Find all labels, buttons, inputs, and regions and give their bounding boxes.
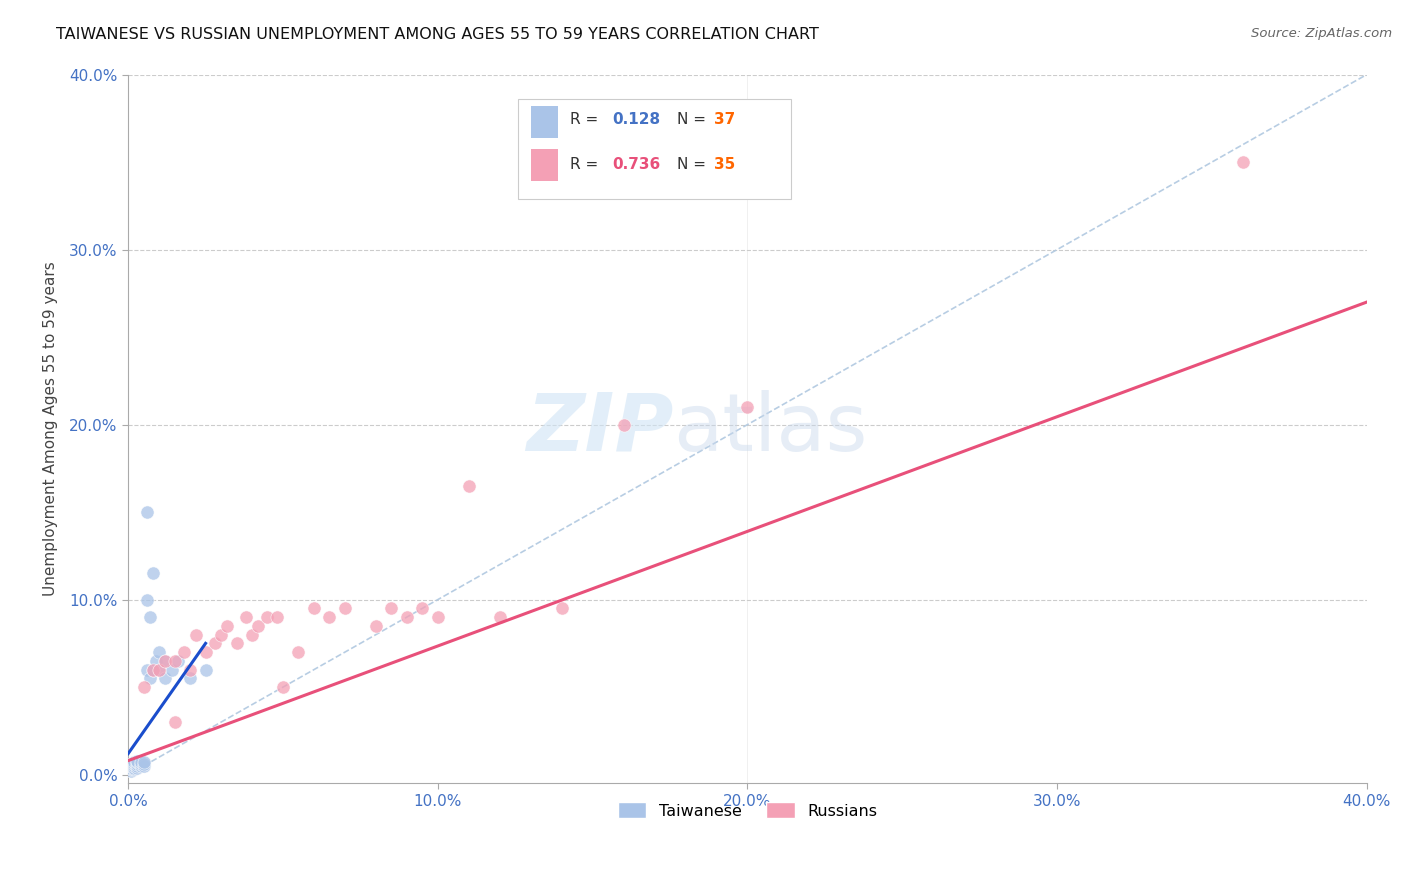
- Point: [457, 479, 479, 493]
- Point: [127, 754, 149, 768]
- Point: [120, 763, 142, 777]
- Point: [120, 761, 142, 775]
- Point: [166, 654, 188, 668]
- Point: [271, 680, 294, 694]
- Point: [225, 636, 247, 650]
- Point: [179, 663, 201, 677]
- Point: [124, 759, 146, 773]
- Point: [426, 610, 449, 624]
- Text: 0.736: 0.736: [613, 157, 661, 172]
- Point: [120, 764, 142, 779]
- Point: [247, 619, 270, 633]
- Point: [139, 672, 162, 686]
- Text: R =: R =: [571, 157, 603, 172]
- Y-axis label: Unemployment Among Ages 55 to 59 years: Unemployment Among Ages 55 to 59 years: [44, 261, 58, 597]
- Point: [737, 400, 759, 414]
- Point: [1232, 155, 1254, 169]
- Text: N =: N =: [676, 112, 711, 127]
- Point: [124, 763, 146, 777]
- Point: [129, 756, 152, 770]
- Point: [488, 610, 510, 624]
- Point: [209, 627, 232, 641]
- Point: [155, 654, 177, 668]
- Point: [148, 663, 170, 677]
- Point: [613, 417, 636, 432]
- Point: [124, 761, 146, 775]
- Point: [142, 566, 165, 581]
- Point: [139, 610, 162, 624]
- Bar: [519, 99, 790, 199]
- Point: [240, 627, 263, 641]
- Point: [127, 759, 149, 773]
- Point: [411, 601, 433, 615]
- Point: [127, 761, 149, 775]
- Point: [173, 645, 195, 659]
- Text: 35: 35: [714, 157, 735, 172]
- Point: [132, 757, 155, 772]
- Point: [145, 654, 167, 668]
- Point: [127, 757, 149, 772]
- Point: [132, 759, 155, 773]
- Point: [142, 663, 165, 677]
- Point: [148, 645, 170, 659]
- Text: Source: ZipAtlas.com: Source: ZipAtlas.com: [1251, 27, 1392, 40]
- Point: [135, 592, 157, 607]
- Point: [179, 672, 201, 686]
- Point: [155, 672, 177, 686]
- Point: [120, 757, 142, 772]
- Point: [160, 663, 183, 677]
- Point: [163, 715, 186, 730]
- Text: atlas: atlas: [673, 390, 868, 468]
- Point: [148, 663, 170, 677]
- Point: [127, 756, 149, 770]
- Point: [129, 757, 152, 772]
- Point: [135, 663, 157, 677]
- Point: [302, 601, 325, 615]
- Point: [550, 601, 572, 615]
- Point: [186, 627, 208, 641]
- Point: [318, 610, 340, 624]
- Point: [333, 601, 356, 615]
- Text: TAIWANESE VS RUSSIAN UNEMPLOYMENT AMONG AGES 55 TO 59 YEARS CORRELATION CHART: TAIWANESE VS RUSSIAN UNEMPLOYMENT AMONG …: [56, 27, 820, 42]
- Point: [124, 757, 146, 772]
- Point: [132, 680, 155, 694]
- Point: [217, 619, 239, 633]
- Point: [395, 610, 418, 624]
- Point: [235, 610, 257, 624]
- Point: [120, 759, 142, 773]
- Point: [380, 601, 402, 615]
- Text: ZIP: ZIP: [526, 390, 673, 468]
- Point: [142, 663, 165, 677]
- Point: [129, 759, 152, 773]
- Point: [155, 654, 177, 668]
- Point: [364, 619, 387, 633]
- Bar: [530, 149, 558, 181]
- Point: [266, 610, 288, 624]
- Point: [135, 505, 157, 519]
- Point: [163, 654, 186, 668]
- Point: [132, 756, 155, 770]
- Bar: [530, 106, 558, 138]
- Text: 0.128: 0.128: [613, 112, 661, 127]
- Text: 37: 37: [714, 112, 735, 127]
- Text: N =: N =: [676, 157, 711, 172]
- Point: [204, 636, 226, 650]
- Point: [194, 645, 217, 659]
- Point: [124, 756, 146, 770]
- Point: [287, 645, 309, 659]
- Text: R =: R =: [571, 112, 603, 127]
- Point: [194, 663, 217, 677]
- Point: [256, 610, 278, 624]
- Legend: Taiwanese, Russians: Taiwanese, Russians: [612, 796, 884, 825]
